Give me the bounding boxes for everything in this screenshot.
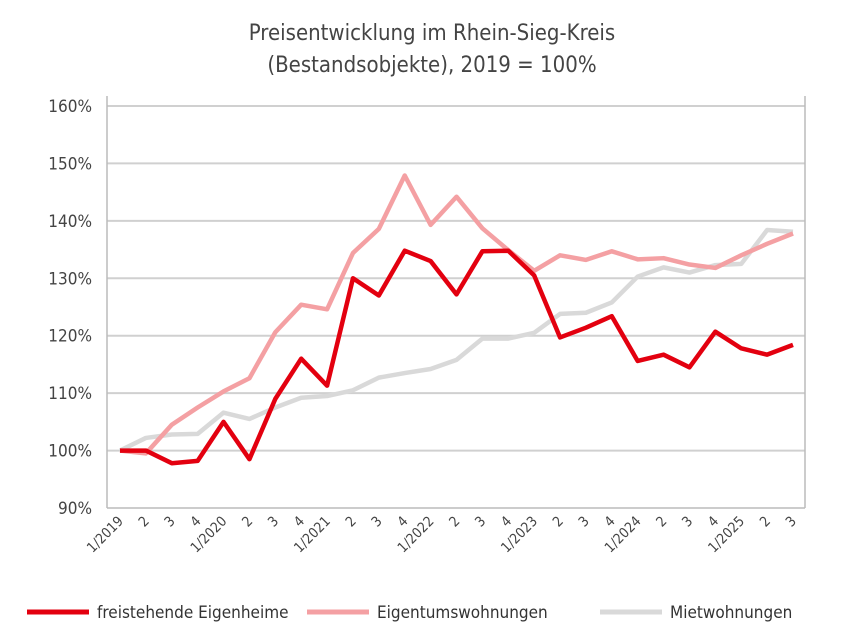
x-tick-label: 4 xyxy=(395,514,412,531)
y-tick-label: 130% xyxy=(48,269,92,289)
x-tick-label: 1/2019 xyxy=(84,514,127,557)
y-tick-label: 120% xyxy=(48,327,92,347)
x-tick-label: 2 xyxy=(757,514,774,531)
y-tick-label: 90% xyxy=(58,499,92,519)
x-tick-label: 3 xyxy=(679,514,696,531)
series-line-mietwohnungen xyxy=(119,227,794,453)
x-tick-label: 3 xyxy=(472,514,489,531)
y-tick-label: 160% xyxy=(48,97,92,117)
x-tick-label: 2 xyxy=(343,514,360,531)
x-tick-label: 2 xyxy=(550,514,567,531)
x-tick-label: 2 xyxy=(136,514,153,531)
x-tick-label: 4 xyxy=(291,514,308,531)
x-tick-label: 2 xyxy=(653,514,670,531)
x-tick-label: 2 xyxy=(446,514,463,531)
x-tick-label: 4 xyxy=(602,514,619,531)
y-tick-label: 140% xyxy=(48,212,92,232)
x-tick-label: 2 xyxy=(239,514,256,531)
x-tick-label: 3 xyxy=(576,514,593,531)
series-line-freistehende-eigenheime xyxy=(120,248,794,466)
x-tick-label: 3 xyxy=(783,514,800,531)
legend-label: Mietwohnungen xyxy=(670,603,792,623)
x-tick-label: 3 xyxy=(162,514,179,531)
legend-label: Eigentumswohnungen xyxy=(377,603,548,623)
x-tick-label: 4 xyxy=(188,514,205,531)
y-tick-label: 100% xyxy=(48,442,92,462)
x-tick-label: 4 xyxy=(705,514,722,531)
y-tick-label: 110% xyxy=(48,384,92,404)
legend-label: freistehende Eigenheime xyxy=(97,603,289,623)
series-line-eigentumswohnungen xyxy=(119,173,794,456)
x-tick-label: 3 xyxy=(265,514,282,531)
x-tick-label: 4 xyxy=(498,514,515,531)
chart-title: Preisentwicklung im Rhein-Sieg-Kreis xyxy=(249,21,615,46)
x-tick-label: 3 xyxy=(369,514,386,531)
chart-title: (Bestandsobjekte), 2019 = 100% xyxy=(267,53,596,78)
y-tick-label: 150% xyxy=(48,154,92,174)
